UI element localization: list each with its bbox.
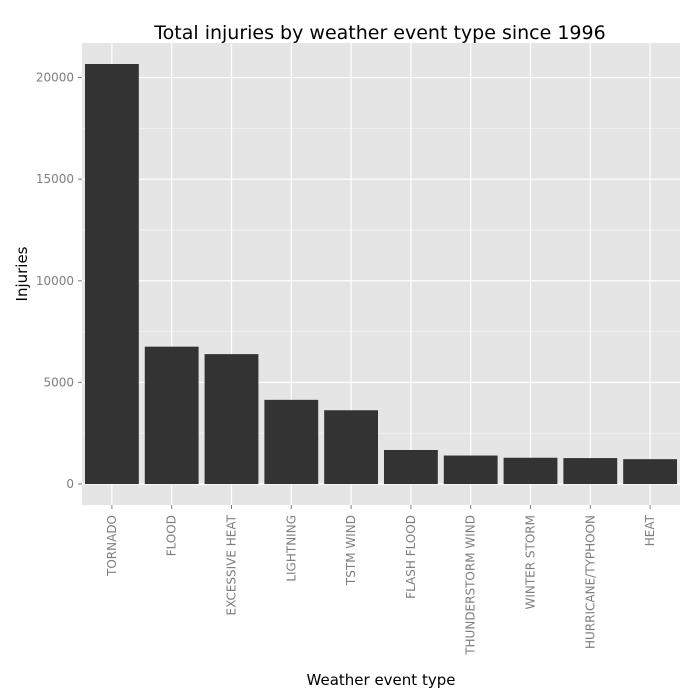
- y-tick-label: 5000: [43, 375, 74, 389]
- x-tick-label: HEAT: [643, 514, 657, 546]
- bar: [144, 346, 199, 485]
- x-tick-label: WINTER STORM: [524, 515, 538, 610]
- x-tick-label: LIGHTNING: [284, 515, 298, 582]
- bar: [503, 457, 558, 485]
- x-tick-label: TSTM WIND: [344, 515, 358, 586]
- x-axis-title: Weather event type: [307, 671, 456, 689]
- x-tick-label: FLOOD: [165, 515, 179, 556]
- chart-title: Total injuries by weather event type sin…: [153, 22, 605, 44]
- y-tick-label: 0: [66, 477, 74, 491]
- bar: [204, 354, 259, 485]
- x-tick-label: FLASH FLOOD: [404, 515, 418, 599]
- bar: [563, 458, 618, 485]
- bar: [623, 459, 678, 485]
- x-tick-label: THUNDERSTORM WIND: [464, 515, 478, 656]
- y-tick-label: 10000: [36, 274, 74, 288]
- y-tick-label: 15000: [36, 172, 74, 186]
- bars: [84, 63, 678, 485]
- x-tick-label: HURRICANE/TYPHOON: [583, 515, 597, 649]
- y-tick-label: 20000: [36, 71, 74, 85]
- bar: [443, 455, 498, 485]
- bar: [264, 399, 319, 485]
- x-tick-label: TORNADO: [105, 515, 119, 577]
- bar: [383, 449, 438, 485]
- x-tick-label: EXCESSIVE HEAT: [225, 514, 239, 615]
- y-axis-ticks: 0 5000 10000 15000 20000: [36, 71, 82, 491]
- x-axis-ticks: TORNADO FLOOD EXCESSIVE HEAT LIGHTNING TSTM …: [105, 505, 657, 656]
- bar: [324, 410, 379, 485]
- y-axis-title: Injuries: [13, 246, 31, 301]
- bar: [84, 63, 139, 485]
